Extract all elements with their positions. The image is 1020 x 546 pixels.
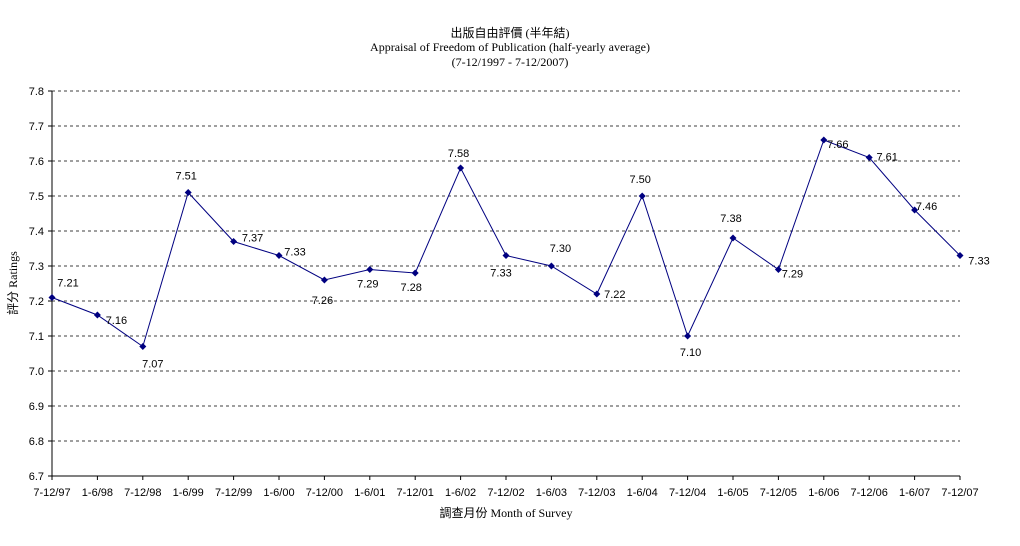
- data-label: 7.30: [550, 243, 571, 255]
- x-tick-label: 7-12/97: [33, 487, 70, 499]
- y-tick-label: 7.3: [29, 261, 44, 273]
- data-point: [139, 343, 147, 350]
- data-label: 7.16: [106, 315, 127, 327]
- data-point: [275, 252, 283, 259]
- x-tick-label: 1-6/98: [82, 487, 113, 499]
- y-tick-label: 6.8: [29, 436, 44, 448]
- y-tick-label: 7.1: [29, 331, 44, 343]
- data-point: [184, 189, 192, 196]
- data-point: [48, 294, 56, 301]
- data-label: 7.37: [242, 233, 263, 245]
- x-tick-label: 1-6/01: [354, 487, 385, 499]
- x-tick-labels: 7-12/97 1-6/98 7-12/98 1-6/99 7-12/99 1-6/00 7…: [33, 487, 978, 499]
- data-label: 7.26: [312, 295, 333, 307]
- x-axis-label: 調查月份 Month of Survey: [440, 506, 573, 520]
- x-tick-label: 7-12/03: [578, 487, 615, 499]
- data-label: 7.51: [175, 171, 196, 183]
- y-tick-label: 6.7: [29, 471, 44, 483]
- x-tick-label: 7-12/99: [215, 487, 252, 499]
- x-tick-label: 1-6/00: [263, 487, 294, 499]
- data-point: [547, 262, 555, 270]
- data-point: [411, 269, 419, 277]
- y-tick-label: 7.4: [29, 226, 44, 238]
- data-label: 7.33: [968, 256, 989, 268]
- data-point: [638, 192, 646, 200]
- x-tick-label: 7-12/05: [760, 487, 797, 499]
- data-point: [956, 252, 964, 259]
- data-label: 7.33: [284, 247, 305, 259]
- x-tick-label: 7-12/04: [669, 487, 706, 499]
- x-tick-label: 1-6/99: [173, 487, 204, 499]
- data-label: 7.29: [782, 269, 803, 281]
- x-tick-label: 7-12/01: [397, 487, 434, 499]
- x-tick-label: 7-12/00: [306, 487, 343, 499]
- gridlines: [52, 90, 960, 442]
- data-label: 7.58: [448, 148, 469, 160]
- x-tick-label: 1-6/07: [899, 487, 930, 499]
- series-ratings: [48, 136, 964, 350]
- data-label: 7.22: [604, 289, 625, 301]
- data-point: [320, 276, 328, 284]
- data-point: [93, 311, 101, 319]
- data-point: [911, 206, 919, 214]
- data-label: 7.28: [400, 282, 421, 294]
- data-label: 7.07: [142, 359, 163, 371]
- data-point: [366, 266, 374, 273]
- y-tick-label: 7.5: [29, 191, 44, 203]
- x-tick-label: 7-12/06: [851, 487, 888, 499]
- data-point: [593, 290, 601, 298]
- data-label: 7.66: [827, 139, 848, 151]
- axes: [48, 90, 961, 480]
- y-tick-label: 7.2: [29, 296, 44, 308]
- y-tick-label: 6.9: [29, 401, 44, 413]
- y-axis-label: 評分 Ratings: [5, 251, 20, 315]
- x-tick-label: 7-12/98: [124, 487, 161, 499]
- y-tick-label: 7.8: [29, 86, 44, 98]
- data-point: [457, 164, 465, 172]
- data-label: 7.50: [629, 174, 650, 186]
- data-point: [820, 136, 828, 144]
- chart-title: 出版自由評價 (半年結): [450, 26, 570, 40]
- chart-subtitle: Appraisal of Freedom of Publication (hal…: [370, 40, 650, 54]
- data-label: 7.46: [916, 201, 937, 213]
- data-label: 7.33: [490, 268, 511, 280]
- data-point: [502, 252, 510, 259]
- data-label: 7.61: [876, 152, 897, 164]
- data-label: 7.10: [680, 347, 701, 359]
- x-tick-label: 7-12/07: [941, 487, 978, 499]
- data-label: 7.29: [357, 279, 378, 291]
- y-tick-label: 7.6: [29, 156, 44, 168]
- y-tick-labels: 6.7 6.8 6.9 7.0 7.1 7.2 7.3 7.4 7.5 7.6 7.7 7.8: [29, 86, 44, 483]
- data-label: 7.21: [57, 278, 78, 290]
- x-tick-label: 1-6/04: [627, 487, 658, 499]
- x-tick-label: 1-6/05: [717, 487, 748, 499]
- data-point: [230, 238, 238, 245]
- y-tick-label: 7.7: [29, 121, 44, 133]
- y-tick-label: 7.0: [29, 366, 44, 378]
- data-point: [729, 234, 737, 242]
- x-tick-label: 1-6/06: [808, 487, 839, 499]
- data-point: [865, 154, 873, 161]
- x-tick-label: 1-6/03: [536, 487, 567, 499]
- data-point: [684, 332, 692, 340]
- data-label: 7.38: [720, 213, 741, 225]
- data-labels: 7.21 7.16 7.07 7.51 7.37 7.33 7.26 7.29 7.28 7.58…: [57, 139, 989, 371]
- x-tick-label: 1-6/02: [445, 487, 476, 499]
- x-tick-label: 7-12/02: [487, 487, 524, 499]
- data-point: [774, 266, 782, 273]
- chart-period: (7-12/1997 - 7-12/2007): [451, 55, 569, 69]
